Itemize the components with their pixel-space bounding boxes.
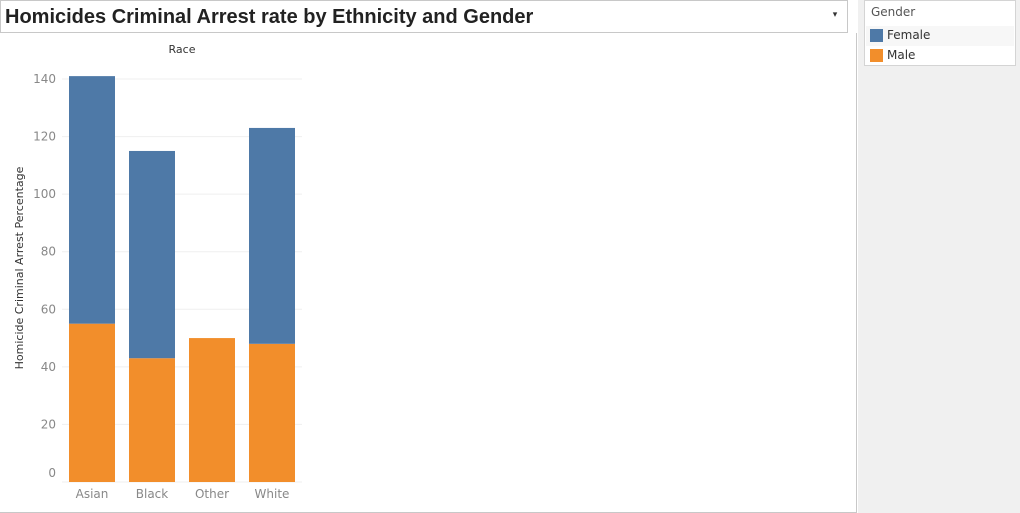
chart-title: Homicides Criminal Arrest rate by Ethnic… [5,6,534,28]
y-tick-label: 40 [41,360,56,374]
bar-female-black[interactable] [129,150,175,359]
y-tick-label: 100 [33,187,56,201]
y-tick-label: 20 [41,417,56,431]
bar-male-other[interactable] [189,338,235,482]
legend-item-female[interactable]: Female [866,26,1014,46]
x-axis-categories: Asian Black Other White [76,487,290,501]
bar-male-asian[interactable] [69,323,115,482]
legend-swatch-female [870,29,883,42]
bar-female-white[interactable] [249,127,295,344]
y-axis-ticks: 0 20 40 60 80 100 120 140 [33,72,56,480]
bars [69,76,295,482]
bar-male-black[interactable] [129,358,175,482]
y-tick-label: 140 [33,72,56,86]
title-bar: Homicides Criminal Arrest rate by Ethnic… [0,0,848,33]
chevron-down-icon[interactable]: ▾ [832,10,838,20]
bar-female-asian[interactable] [69,76,115,324]
column-header: Race [169,43,196,56]
y-tick-label: 0 [48,466,56,480]
x-category-label: Asian [76,487,109,501]
legend-label-female: Female [887,28,931,42]
right-pane [858,0,1020,513]
x-category-label: White [255,487,290,501]
legend: Gender Female Male [864,0,1016,66]
bar-male-white[interactable] [249,343,295,482]
x-category-label: Other [195,487,229,501]
y-tick-label: 120 [33,130,56,144]
legend-title: Gender [871,5,916,19]
x-category-label: Black [136,487,169,501]
legend-swatch-male [870,49,883,62]
legend-label-male: Male [887,48,916,62]
y-tick-label: 80 [41,245,56,259]
y-tick-label: 60 [41,302,56,316]
y-axis-title: Homicide Criminal Arrest Percentage [13,166,26,369]
legend-item-male[interactable]: Male [866,46,1014,66]
